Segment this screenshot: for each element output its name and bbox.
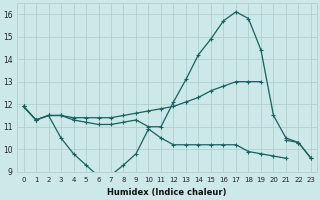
X-axis label: Humidex (Indice chaleur): Humidex (Indice chaleur) bbox=[108, 188, 227, 197]
